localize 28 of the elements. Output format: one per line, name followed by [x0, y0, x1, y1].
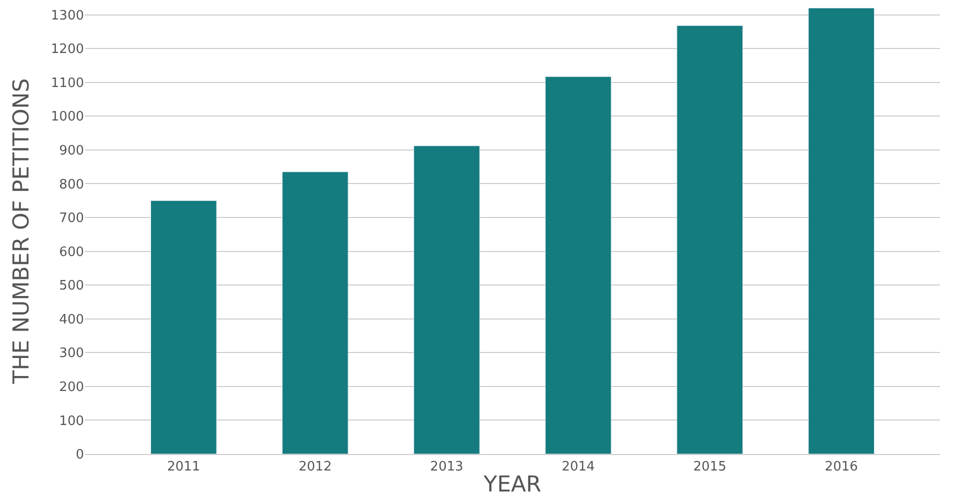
- y-tick-label: 800: [59, 177, 84, 192]
- bar: [414, 146, 480, 454]
- y-tick-label: 1200: [50, 42, 84, 58]
- y-tick-label: 100: [59, 414, 84, 429]
- x-tick-label: 2012: [298, 460, 332, 475]
- bar: [545, 76, 612, 454]
- x-tick-label: 2013: [430, 460, 464, 475]
- x-tick-label: 2014: [562, 460, 595, 475]
- x-tick-label: 2011: [167, 460, 200, 475]
- y-tick-label: 400: [59, 312, 84, 328]
- y-tick-label: 600: [59, 244, 84, 260]
- y-tick-label: 500: [59, 278, 84, 294]
- bar: [150, 200, 217, 454]
- y-tick-label: 700: [59, 211, 84, 226]
- x-tick-label: 2016: [824, 460, 858, 475]
- y-tick-label: 1000: [50, 110, 84, 125]
- y-axis-title: THE NUMBER OF PETITIONS: [10, 78, 35, 385]
- bar: [808, 8, 874, 454]
- y-tick-label: 1300: [50, 8, 84, 24]
- x-tick-label: 2015: [693, 460, 726, 475]
- y-tick-label: 1100: [50, 76, 84, 91]
- x-axis-title: YEAR: [482, 472, 542, 498]
- y-tick-label: 300: [59, 346, 84, 362]
- bar: [676, 25, 743, 454]
- y-tick-label: 900: [59, 143, 84, 158]
- bar: [282, 172, 348, 454]
- y-tick-label: 0: [76, 448, 84, 463]
- y-tick-label: 200: [59, 380, 84, 395]
